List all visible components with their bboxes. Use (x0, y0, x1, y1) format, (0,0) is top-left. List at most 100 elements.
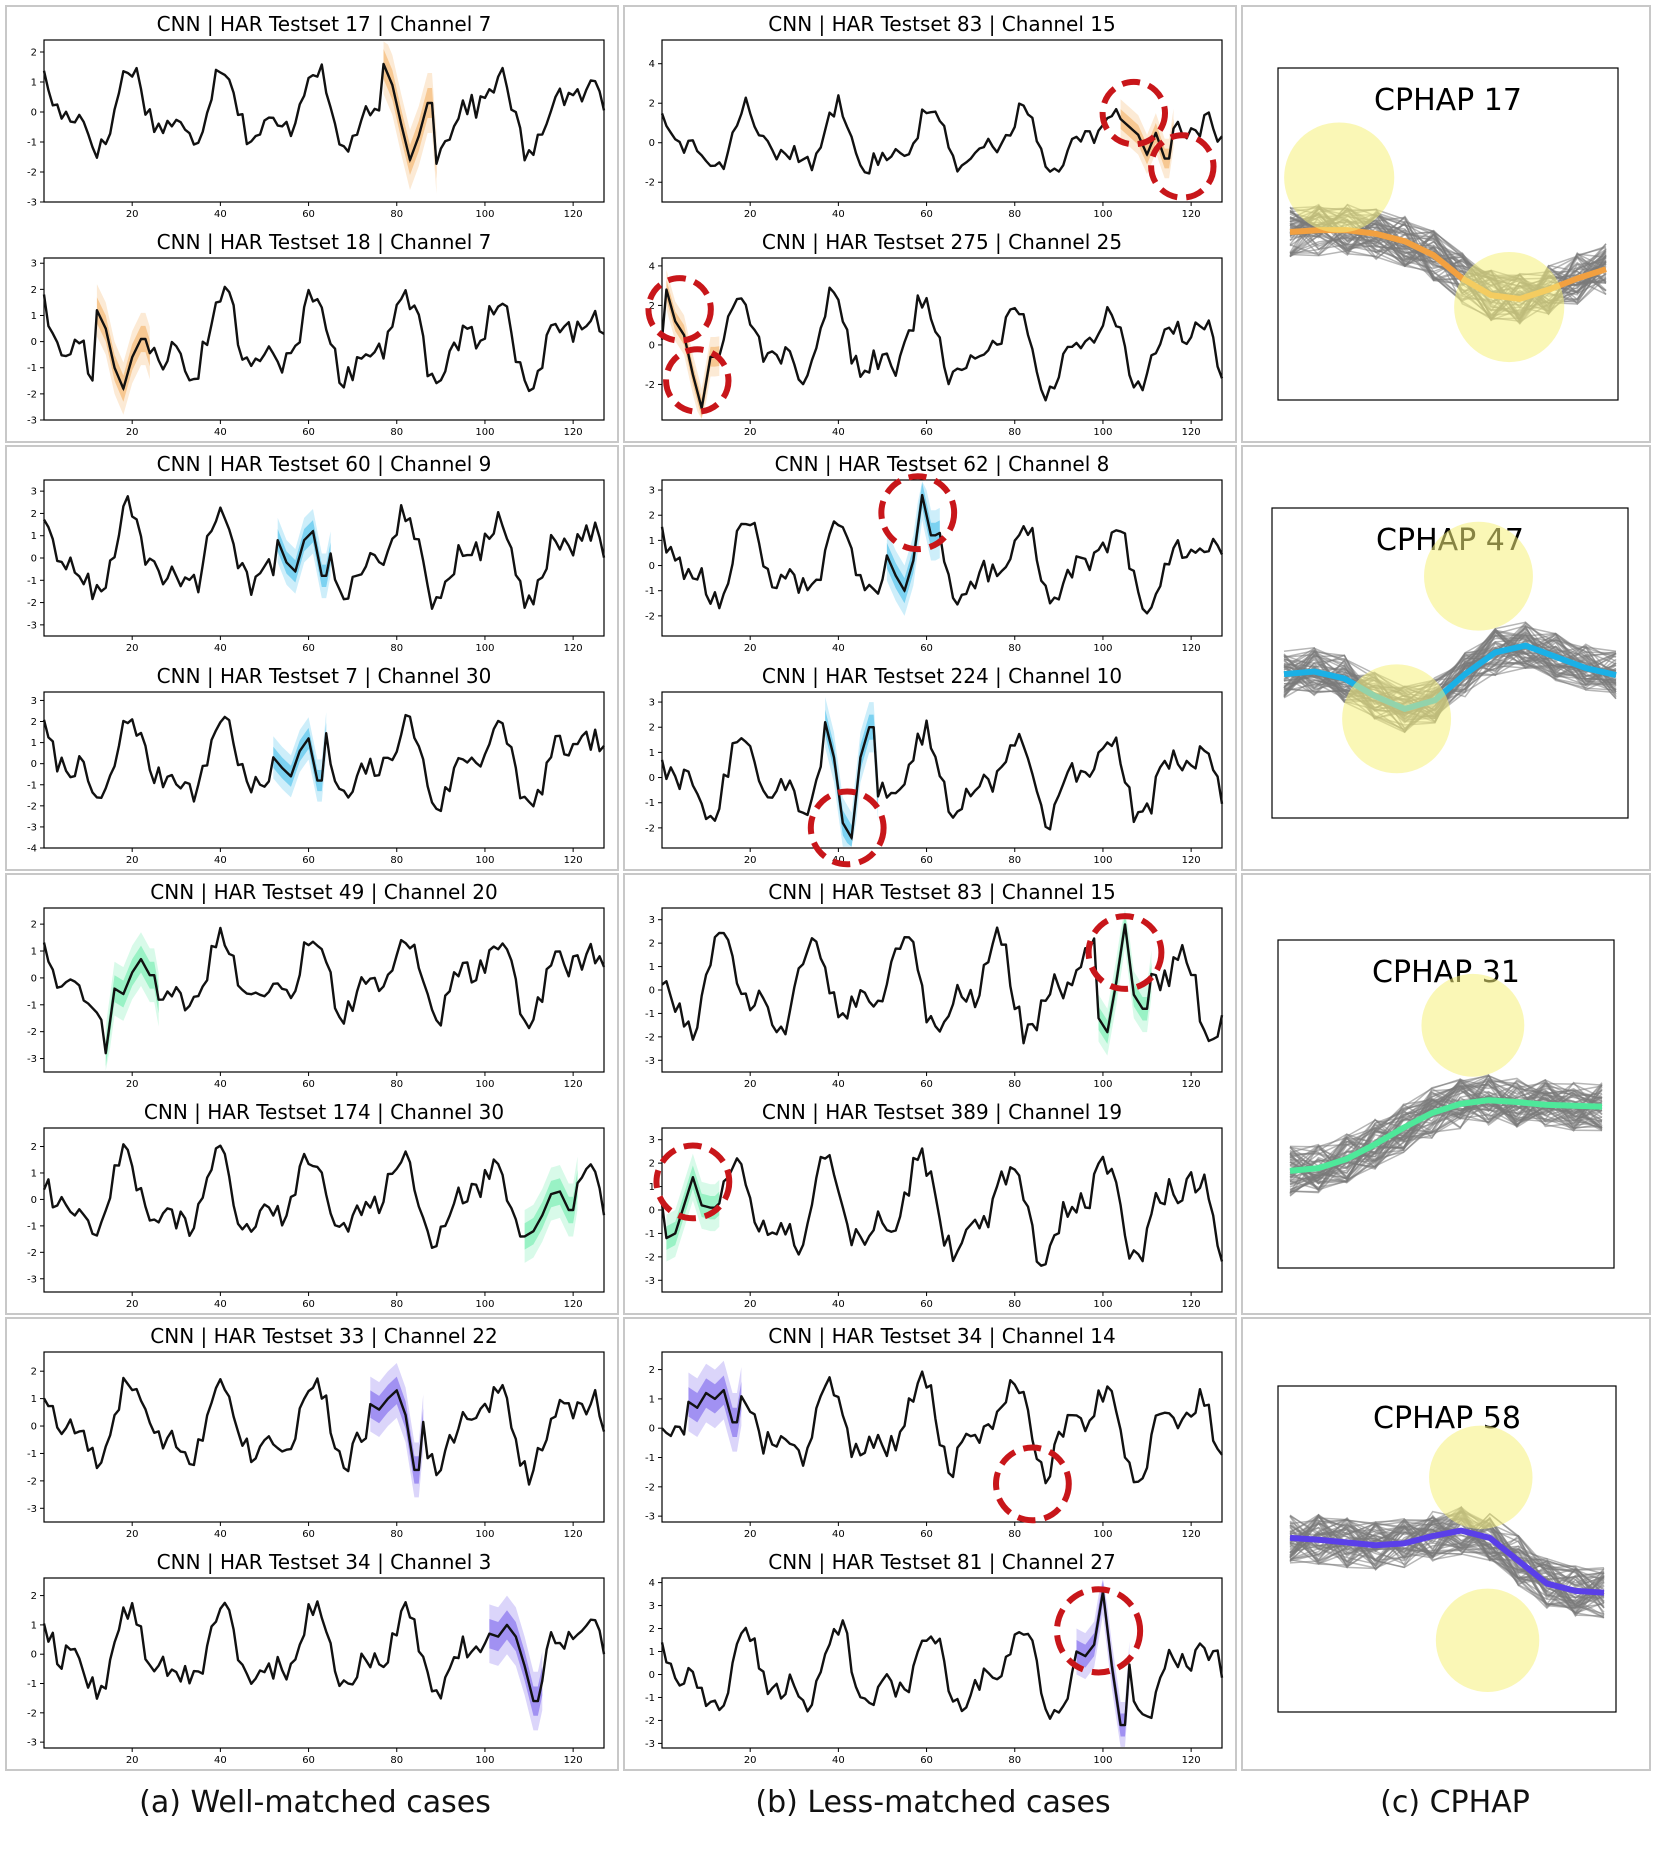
cphap-member-line (1289, 1528, 1605, 1613)
x-tick-label: 120 (564, 427, 583, 438)
cphap-member-line (1289, 1505, 1605, 1603)
matched-segment-line (96, 309, 151, 392)
y-tick-label: -3 (27, 822, 37, 833)
cphap-member-line (1289, 1517, 1605, 1591)
x-tick-label: 120 (1182, 427, 1201, 438)
cphap-highlight-circle (1435, 1588, 1540, 1692)
x-tick-label: 20 (744, 855, 757, 866)
x-tick-label: 20 (126, 427, 139, 438)
y-tick-label: -2 (27, 168, 37, 179)
highlight-band-outer (273, 712, 327, 802)
y-tick-label: 3 (649, 1601, 655, 1612)
y-tick-label: -2 (645, 1716, 655, 1727)
cphap-member-line (1289, 1090, 1603, 1183)
chart-title: CNN | HAR Testset 83 | Channel 15 (768, 880, 1115, 904)
x-tick-label: 80 (390, 427, 403, 438)
y-tick-label: -2 (27, 1248, 37, 1259)
caption-less-matched: (b) Less-matched cases (755, 1785, 1111, 1820)
chart-title: CNN | HAR Testset 83 | Channel 15 (768, 12, 1115, 36)
y-tick-label: 1 (31, 1168, 37, 1179)
y-tick-label: -1 (645, 586, 655, 597)
chart-title: CNN | HAR Testset 224 | Channel 10 (762, 664, 1122, 688)
y-tick-label: 0 (649, 773, 655, 784)
x-tick-label: 60 (302, 855, 315, 866)
y-tick-label: 1 (31, 531, 37, 542)
panel-border-b-4 (623, 1317, 1237, 1771)
y-tick-label: 0 (31, 1422, 37, 1433)
x-tick-label: 20 (126, 855, 139, 866)
cphap-panel-1: CPHAP 17 (1277, 67, 1619, 401)
signal-line (660, 1147, 1224, 1267)
y-tick-label: 0 (31, 1650, 37, 1661)
x-tick-label: 100 (1093, 1755, 1112, 1766)
matched-segment-line (524, 1183, 579, 1238)
y-tick-label: 3 (31, 487, 37, 498)
x-tick-label: 80 (1008, 643, 1021, 654)
x-tick-label: 20 (744, 427, 757, 438)
x-tick-label: 80 (390, 855, 403, 866)
signal-line (42, 62, 606, 165)
axes-frame (43, 691, 605, 849)
matched-segment-line (276, 529, 332, 577)
x-tick-label: 20 (744, 643, 757, 654)
matched-segment-line (665, 1174, 720, 1239)
matched-segment-line (104, 957, 160, 1054)
chart-title: CNN | HAR Testset 34 | Channel 3 (157, 1550, 492, 1574)
x-tick-label: 40 (214, 1529, 227, 1540)
x-tick-label: 60 (302, 427, 315, 438)
x-tick-label: 20 (126, 1299, 139, 1310)
y-tick-label: 0 (31, 554, 37, 565)
axes-frame (43, 1577, 605, 1749)
y-tick-label: 2 (31, 509, 37, 520)
panel-border-a-3 (5, 873, 619, 1315)
x-tick-label: 120 (1182, 855, 1201, 866)
axes-frame (661, 39, 1223, 203)
y-tick-label: 1 (649, 1647, 655, 1658)
x-tick-label: 40 (832, 1299, 845, 1310)
y-tick-label: -2 (645, 1482, 655, 1493)
y-tick-label: -3 (27, 416, 37, 427)
y-tick-label: 4 (649, 1578, 655, 1589)
x-tick-label: 60 (920, 1299, 933, 1310)
panel-border-b-1 (623, 5, 1237, 443)
x-tick-label: 120 (1182, 209, 1201, 220)
cphap-highlight-circle (1284, 122, 1395, 233)
y-tick-label: 0 (31, 337, 37, 348)
x-tick-label: 20 (126, 1755, 139, 1766)
y-tick-label: 2 (31, 48, 37, 59)
y-tick-label: -1 (27, 138, 37, 149)
highlight-band-inner (1120, 109, 1174, 169)
x-tick-label: 40 (214, 643, 227, 654)
x-tick-label: 120 (564, 855, 583, 866)
x-tick-label: 80 (1008, 1079, 1021, 1090)
y-tick-label: 1 (31, 738, 37, 749)
matched-segment-line (1076, 1591, 1131, 1726)
cphap-highlight-circle (1424, 521, 1533, 631)
y-tick-label: -1 (27, 1679, 37, 1690)
y-tick-label: -2 (645, 380, 655, 391)
y-tick-label: 2 (649, 723, 655, 734)
y-tick-label: 1 (649, 748, 655, 759)
x-tick-label: 120 (564, 1529, 583, 1540)
y-tick-label: -2 (27, 598, 37, 609)
x-tick-label: 40 (214, 1079, 227, 1090)
signal-line (661, 1370, 1223, 1485)
cphap-frame (1277, 67, 1619, 401)
y-tick-label: -4 (27, 844, 37, 855)
matched-segment-line (382, 63, 438, 164)
y-tick-label: 1 (649, 536, 655, 547)
x-tick-label: 60 (920, 1079, 933, 1090)
chart-title: CNN | HAR Testset 62 | Channel 8 (775, 452, 1110, 476)
cphap-frame (1277, 1385, 1617, 1713)
y-tick-label: -1 (645, 798, 655, 809)
chart-title: CNN | HAR Testset 275 | Channel 25 (762, 230, 1122, 254)
x-tick-label: 60 (920, 427, 933, 438)
line-chart-7: CNN | HAR Testset 62 | Channel 820 40 60 80… (645, 452, 1224, 654)
x-tick-label: 60 (920, 1529, 933, 1540)
x-tick-label: 100 (475, 855, 494, 866)
cphap-highlight-circle (1342, 664, 1452, 774)
